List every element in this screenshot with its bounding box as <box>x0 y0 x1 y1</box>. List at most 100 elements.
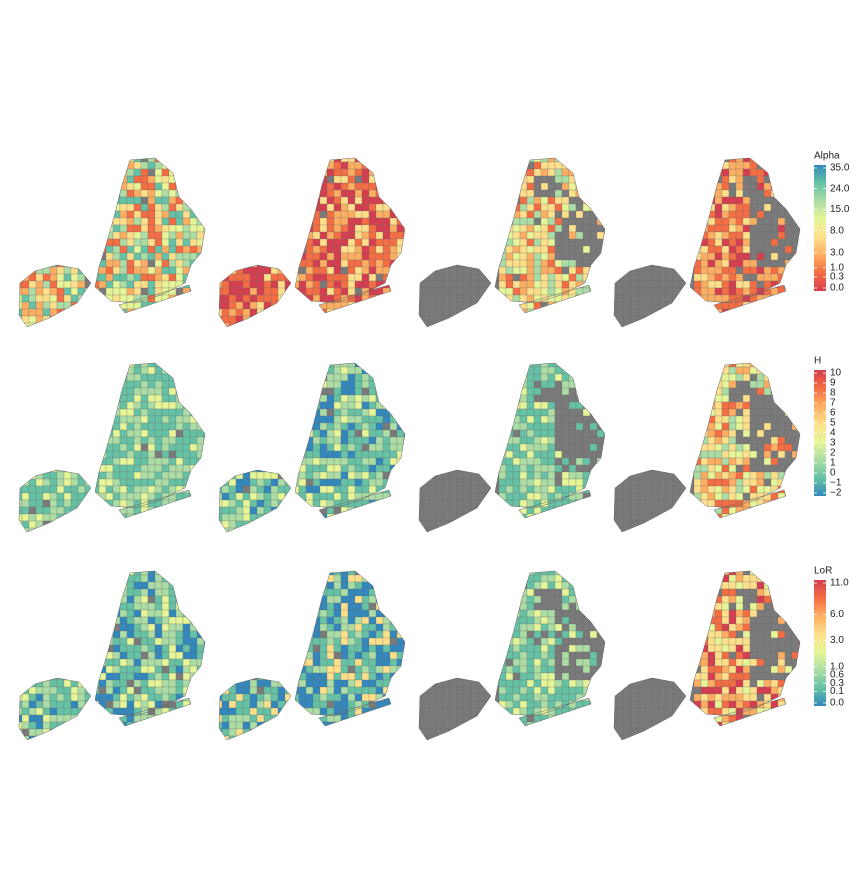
tract <box>28 464 37 473</box>
tract <box>603 217 605 226</box>
tract <box>630 168 639 177</box>
tract <box>589 527 598 532</box>
tract <box>98 158 107 163</box>
tract <box>403 210 405 219</box>
tract <box>616 450 625 459</box>
tract <box>333 245 342 254</box>
tract <box>389 513 398 522</box>
tract <box>421 175 430 184</box>
tract <box>519 408 528 417</box>
tract <box>312 436 321 445</box>
tract <box>312 513 321 522</box>
tract <box>221 471 230 480</box>
tract <box>442 464 451 473</box>
tract <box>419 238 423 247</box>
tract <box>19 175 23 184</box>
tract <box>133 408 142 417</box>
tract <box>596 520 605 529</box>
tract <box>77 322 86 327</box>
tract <box>168 527 177 532</box>
tract <box>707 238 716 247</box>
tract <box>333 380 342 389</box>
tract <box>368 527 377 532</box>
tract <box>728 182 737 191</box>
tract <box>589 485 598 494</box>
tract <box>547 287 556 296</box>
tract <box>161 158 170 163</box>
tract <box>498 315 507 324</box>
tract <box>540 245 549 254</box>
tract <box>403 224 405 233</box>
tract <box>56 366 65 375</box>
tract <box>119 280 128 289</box>
tract <box>419 287 423 296</box>
tract <box>554 322 563 327</box>
tract <box>249 224 258 233</box>
tract <box>679 231 688 240</box>
tract <box>519 450 528 459</box>
tract <box>147 182 156 191</box>
tract <box>70 422 79 431</box>
tract <box>305 259 314 268</box>
tract <box>519 436 528 445</box>
tract <box>319 457 328 466</box>
tract <box>403 373 405 382</box>
tract <box>798 196 800 205</box>
tract <box>375 175 384 184</box>
tract <box>291 217 300 226</box>
tract <box>568 366 577 375</box>
tract <box>235 189 244 198</box>
tract <box>305 238 314 247</box>
tract <box>105 485 114 494</box>
tract <box>651 217 660 226</box>
tract <box>228 415 237 424</box>
tract <box>456 182 465 191</box>
tract <box>28 429 37 438</box>
tract <box>196 506 205 515</box>
tract <box>526 478 535 487</box>
tract <box>326 203 335 212</box>
tract <box>403 231 405 240</box>
tract <box>435 280 444 289</box>
tract <box>347 492 356 501</box>
tract <box>596 158 605 163</box>
tract <box>105 401 114 410</box>
tract <box>686 245 695 254</box>
tract <box>505 158 514 163</box>
tract <box>98 273 107 282</box>
tract <box>196 520 205 529</box>
tract <box>505 196 514 205</box>
tract <box>403 506 405 515</box>
tract <box>637 158 646 163</box>
tract <box>168 443 177 452</box>
tract <box>456 238 465 247</box>
tract <box>235 492 244 501</box>
tract <box>84 520 93 529</box>
tract <box>449 415 458 424</box>
tract <box>484 161 493 170</box>
tract <box>519 443 528 452</box>
tract <box>375 301 384 310</box>
tract <box>168 485 177 494</box>
tract <box>561 429 570 438</box>
tract <box>658 259 667 268</box>
tract <box>491 499 500 508</box>
tract <box>498 513 507 522</box>
tract <box>270 245 279 254</box>
tract <box>519 287 528 296</box>
tract <box>382 224 391 233</box>
tract <box>19 308 23 317</box>
tract <box>28 203 37 212</box>
tract <box>614 363 618 368</box>
tract <box>284 252 293 261</box>
tract <box>798 245 800 254</box>
tract <box>126 245 135 254</box>
tract <box>242 238 251 247</box>
tract <box>554 224 563 233</box>
tract <box>256 443 265 452</box>
tract <box>603 238 605 247</box>
tract <box>614 492 618 501</box>
tract <box>403 450 405 459</box>
tract <box>421 373 430 382</box>
tract <box>105 196 114 205</box>
